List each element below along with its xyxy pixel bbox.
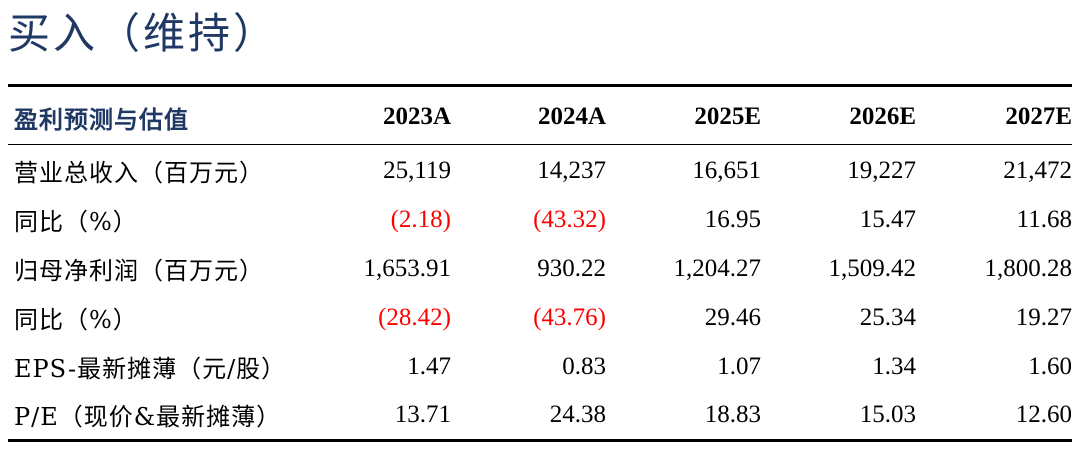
row-label: 同比（%）	[14, 208, 138, 236]
table-row-revenue-yoy: 同比（%） (2.18) (43.32) 16.95 15.47 11.68	[8, 195, 1072, 244]
row-value: 12.60	[1015, 400, 1072, 428]
row-value: 13.71	[394, 400, 451, 428]
table-row-eps: EPS-最新摊薄（元/股） 1.47 0.83 1.07 1.34 1.60	[8, 342, 1072, 391]
row-value: 19,227	[847, 156, 916, 184]
rating-title: 买入（维持）	[8, 9, 279, 58]
table-row-net-profit: 归母净利润（百万元） 1,653.91 930.22 1,204.27 1,50…	[8, 244, 1072, 293]
row-value: 1.07	[717, 352, 761, 380]
table-row-net-profit-yoy: 同比（%） (28.42) (43.76) 29.46 25.34 19.27	[8, 293, 1072, 342]
header-year: 2024A	[537, 103, 606, 130]
table-bottom-rule	[8, 439, 1072, 442]
row-value: 15.03	[859, 400, 916, 428]
table-row-pe: P/E（现价&最新摊薄） 13.71 24.38 18.83 15.03 12.…	[8, 390, 1072, 439]
row-value: 16.95	[704, 205, 761, 233]
row-value: 1.60	[1028, 352, 1072, 380]
row-label: 归母净利润（百万元）	[14, 257, 264, 285]
row-value: 930.22	[537, 254, 606, 282]
row-value: 29.46	[704, 303, 761, 331]
row-value: 18.83	[704, 400, 761, 428]
header-year: 2023A	[382, 103, 451, 130]
row-value: 1.34	[872, 352, 916, 380]
row-label: 同比（%）	[14, 306, 138, 334]
table-top-rule	[8, 84, 1072, 87]
row-value: 21,472	[1003, 156, 1072, 184]
header-year: 2025E	[694, 103, 761, 130]
row-value: 19.27	[1015, 303, 1072, 331]
row-label: EPS-最新摊薄（元/股）	[14, 355, 287, 383]
row-value-negative: (28.42)	[378, 303, 451, 331]
row-value: 1,204.27	[673, 254, 762, 282]
row-value: 14,237	[537, 156, 606, 184]
row-value: 1,653.91	[363, 254, 452, 282]
row-value: 1.47	[407, 352, 451, 380]
header-label: 盈利预测与估值	[14, 104, 189, 134]
row-value-negative: (43.32)	[533, 205, 606, 233]
row-value: 25.34	[859, 303, 916, 331]
row-value: 24.38	[549, 400, 606, 428]
row-label: 营业总收入（百万元）	[14, 159, 264, 187]
header-year: 2026E	[849, 103, 916, 130]
row-value-negative: (43.76)	[533, 303, 606, 331]
row-label: P/E（现价&最新摊薄）	[14, 403, 282, 431]
row-value: 0.83	[562, 352, 606, 380]
table-header-row: 盈利预测与估值 2023A 2024A 2025E 2026E 2027E	[8, 90, 1072, 144]
table-row-revenue: 营业总收入（百万元） 25,119 14,237 16,651 19,227 2…	[8, 146, 1072, 195]
row-value: 11.68	[1016, 205, 1072, 233]
row-value: 25,119	[383, 156, 451, 184]
row-value: 15.47	[859, 205, 916, 233]
row-value-negative: (2.18)	[390, 205, 451, 233]
row-value: 1,800.28	[984, 254, 1073, 282]
header-year: 2027E	[1005, 103, 1072, 130]
table-header-rule	[8, 144, 1072, 145]
row-value: 16,651	[692, 156, 761, 184]
row-value: 1,509.42	[828, 254, 917, 282]
